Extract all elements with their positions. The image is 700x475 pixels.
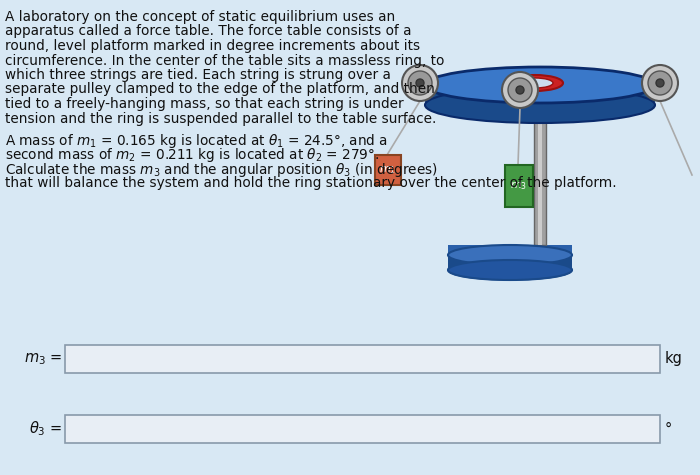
Ellipse shape xyxy=(448,245,572,265)
Ellipse shape xyxy=(448,260,572,280)
Text: $\theta_3$ =: $\theta_3$ = xyxy=(29,419,62,438)
Text: second mass of $m_2$ = 0.211 kg is located at $\theta_2$ = 279°.: second mass of $m_2$ = 0.211 kg is locat… xyxy=(5,146,379,164)
Text: tension and the ring is suspended parallel to the table surface.: tension and the ring is suspended parall… xyxy=(5,112,436,125)
Text: °: ° xyxy=(665,421,672,437)
Text: round, level platform marked in degree increments about its: round, level platform marked in degree i… xyxy=(5,39,420,53)
Bar xyxy=(538,103,542,245)
Text: Calculate the mass $m_3$ and the angular position $\theta_3$ (in degrees): Calculate the mass $m_3$ and the angular… xyxy=(5,161,438,179)
Bar xyxy=(534,103,546,245)
Text: which three strings are tied. Each string is strung over a: which three strings are tied. Each strin… xyxy=(5,68,391,82)
Ellipse shape xyxy=(425,87,655,123)
Text: A mass of $m_1$ = 0.165 kg is located at $\theta_1$ = 24.5°, and a: A mass of $m_1$ = 0.165 kg is located at… xyxy=(5,132,388,150)
Text: apparatus called a force table. The force table consists of a: apparatus called a force table. The forc… xyxy=(5,25,412,38)
FancyBboxPatch shape xyxy=(65,345,660,373)
Text: tied to a freely-hanging mass, so that each string is under: tied to a freely-hanging mass, so that e… xyxy=(5,97,404,111)
Bar xyxy=(425,85,655,105)
Ellipse shape xyxy=(656,79,664,87)
Text: $m_3$: $m_3$ xyxy=(510,180,528,192)
Ellipse shape xyxy=(648,71,672,95)
Text: $m_1$: $m_1$ xyxy=(379,164,396,176)
Ellipse shape xyxy=(508,78,532,102)
Text: kg: kg xyxy=(665,352,683,367)
Ellipse shape xyxy=(642,65,678,101)
FancyBboxPatch shape xyxy=(65,415,660,443)
Ellipse shape xyxy=(425,67,655,103)
Bar xyxy=(448,245,572,265)
Bar xyxy=(448,255,572,270)
Bar xyxy=(505,165,533,207)
Ellipse shape xyxy=(516,86,524,94)
Ellipse shape xyxy=(502,72,538,108)
Ellipse shape xyxy=(448,260,572,280)
Ellipse shape xyxy=(507,75,563,91)
Text: that will balance the system and hold the ring stationary over the center of the: that will balance the system and hold th… xyxy=(5,175,617,190)
Ellipse shape xyxy=(416,79,424,87)
Text: separate pulley clamped to the edge of the platform, and then: separate pulley clamped to the edge of t… xyxy=(5,83,435,96)
Ellipse shape xyxy=(408,71,432,95)
Ellipse shape xyxy=(402,65,438,101)
Text: circumference. In the center of the table sits a massless ring, to: circumference. In the center of the tabl… xyxy=(5,54,444,67)
Ellipse shape xyxy=(517,78,553,88)
Bar xyxy=(375,155,401,185)
Text: A laboratory on the concept of static equilibrium uses an: A laboratory on the concept of static eq… xyxy=(5,10,395,24)
Text: $m_3$ =: $m_3$ = xyxy=(24,351,62,367)
